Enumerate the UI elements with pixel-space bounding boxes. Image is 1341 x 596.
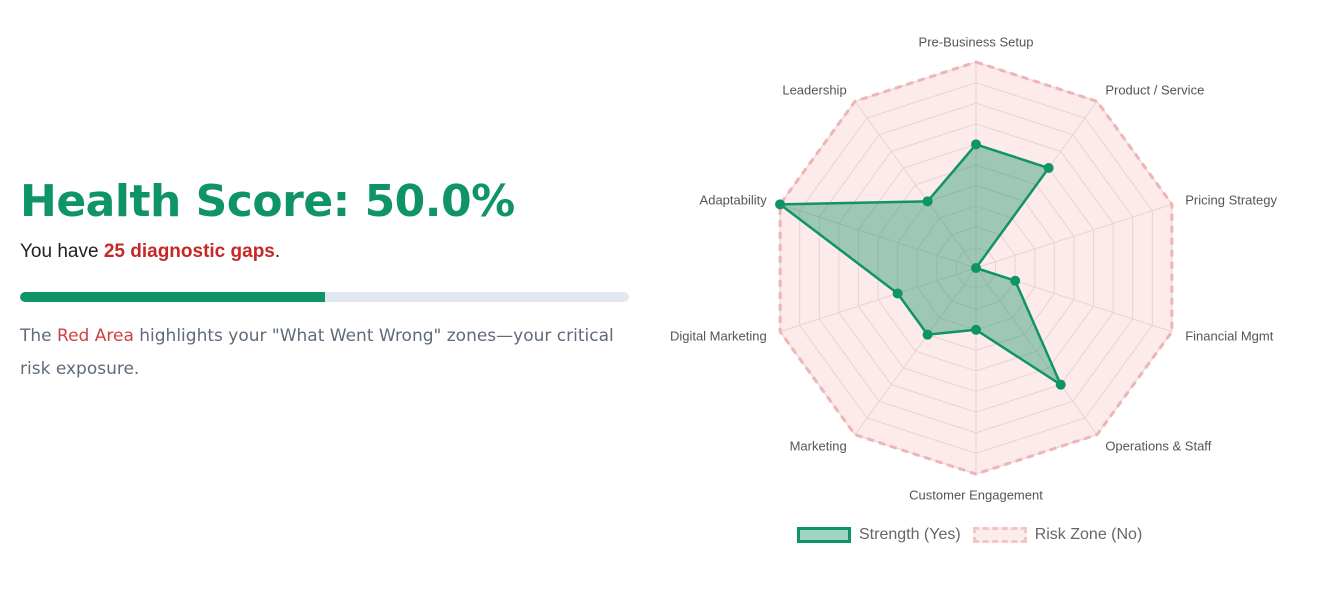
axis-label: Operations & Staff [1105, 439, 1211, 454]
grid-spoke [779, 267, 977, 333]
strength-point [1055, 379, 1066, 390]
chart-legend: Strength (Yes) Risk Zone (No) [797, 526, 1154, 544]
health-progress-fill [20, 292, 325, 302]
strength-point [1043, 163, 1054, 174]
grid-spoke [854, 267, 977, 435]
axis-label: Pricing Strategy [1185, 193, 1277, 208]
radar-chart-svg: Pre-Business Setup Product / Service Prici… [670, 35, 1278, 503]
legend-item-strength[interactable]: Strength (Yes) [797, 526, 961, 544]
gaps-prefix: You have [20, 241, 104, 262]
strength-point [922, 196, 933, 207]
strength-point [892, 288, 903, 299]
strength-point [971, 324, 981, 335]
health-score-heading: Health Score: 50.0% [20, 176, 515, 227]
legend-swatch-strength [797, 527, 851, 543]
axis-label: Pre-Business Setup [919, 35, 1034, 50]
legend-label-risk: Risk Zone (No) [1034, 526, 1143, 543]
legend-label-strength: Strength (Yes) [859, 526, 961, 543]
axis-label: Leadership [782, 83, 846, 98]
grid-spoke [975, 267, 1098, 435]
strength-point [775, 199, 786, 210]
axis-label: Financial Mgmt [1185, 329, 1274, 344]
desc-suffix: highlights your "What Went Wrong" zones—… [20, 326, 614, 379]
gaps-suffix: . [274, 241, 281, 262]
grid-spoke [779, 203, 977, 269]
health-progress-bar [20, 292, 629, 302]
legend-swatch-risk [972, 527, 1027, 543]
summary-panel: Health Score: 50.0% You have 25 diagnost… [20, 170, 630, 386]
risk-zone-border [778, 60, 1174, 476]
grid-spoke [854, 101, 977, 269]
grid-spoke [975, 203, 1173, 269]
axis-label: Customer Engagement [909, 488, 1043, 503]
desc-prefix: The [20, 326, 58, 346]
strength-point [1010, 275, 1021, 286]
axis-label: Product / Service [1105, 83, 1204, 98]
strength-point [971, 263, 981, 273]
radar-chart: Pre-Business Setup Product / Service Prici… [660, 25, 1300, 565]
strength-point [971, 139, 981, 150]
diagnostic-gaps-text: You have 25 diagnostic gaps. [20, 238, 630, 266]
axis-label: Digital Marketing [670, 329, 767, 344]
gaps-count: 25 diagnostic gaps [103, 241, 275, 262]
strength-point [922, 329, 933, 340]
red-area-text: Red Area [57, 326, 134, 346]
axis-label: Adaptability [700, 193, 768, 208]
axis-label: Marketing [790, 439, 847, 454]
legend-item-risk[interactable]: Risk Zone (No) [972, 526, 1143, 544]
risk-description: The Red Area highlights your "What Went … [20, 320, 629, 386]
